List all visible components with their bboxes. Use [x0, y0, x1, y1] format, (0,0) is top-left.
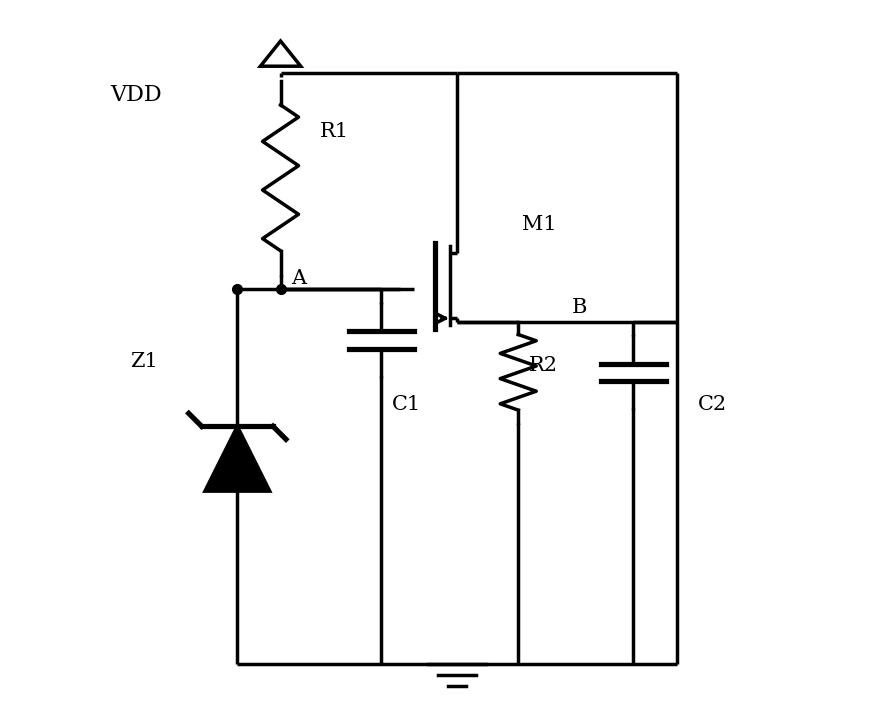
Text: C1: C1	[392, 395, 421, 414]
Text: C2: C2	[697, 395, 726, 414]
Polygon shape	[260, 41, 301, 67]
Text: Z1: Z1	[130, 352, 158, 371]
Text: R2: R2	[529, 356, 558, 375]
Polygon shape	[204, 427, 269, 491]
Text: R1: R1	[320, 121, 349, 140]
Text: B: B	[572, 298, 587, 317]
Text: M1: M1	[521, 215, 556, 234]
Text: A: A	[291, 269, 306, 288]
Text: VDD: VDD	[111, 84, 162, 106]
